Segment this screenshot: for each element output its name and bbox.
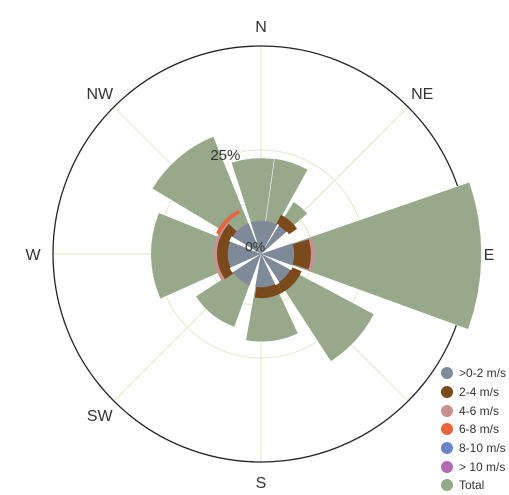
total-sector	[151, 136, 262, 255]
direction-label: E	[484, 247, 495, 264]
direction-label: SW	[87, 408, 114, 425]
speed-band	[213, 221, 229, 282]
sector-gap	[261, 224, 280, 254]
legend-item-8-10[interactable]: 8-10 m/s	[441, 439, 506, 458]
direction-label: NW	[86, 86, 114, 103]
inner-core	[227, 220, 295, 288]
speed-band	[292, 239, 311, 270]
legend-item-0-2[interactable]: >0-2 m/s	[441, 364, 506, 383]
legend-marker	[441, 423, 453, 436]
speed-band	[276, 266, 302, 293]
legend-item-4-6[interactable]: 4-6 m/s	[441, 401, 506, 420]
legend-item-2-4[interactable]: 2-4 m/s	[441, 383, 506, 402]
legend-marker	[441, 367, 453, 380]
sector-gap	[261, 231, 294, 254]
radial-axis-title: Frequency	[262, 92, 279, 163]
speed-band	[275, 214, 298, 236]
legend-item-gt-10[interactable]: > 10 m/s	[441, 457, 506, 476]
legend-marker	[441, 479, 453, 492]
legend: >0-2 m/s 2-4 m/s 4-6 m/s 6-8 m/s 8-10 m/…	[441, 364, 506, 495]
legend-label: 8-10 m/s	[459, 441, 506, 456]
sector-gap	[229, 236, 261, 254]
tick-label: 25%	[210, 147, 240, 164]
legend-label: >0-2 m/s	[459, 366, 507, 381]
total-sector	[260, 181, 482, 330]
legend-marker	[441, 386, 453, 399]
speed-band	[216, 209, 241, 235]
direction-label: S	[256, 475, 267, 492]
speed-band	[254, 282, 283, 299]
sector-gap	[261, 254, 294, 271]
speed-band	[308, 238, 315, 271]
legend-label: > 10 m/s	[459, 459, 506, 474]
legend-item-6-8[interactable]: 6-8 m/s	[441, 420, 506, 439]
total-sectors	[150, 136, 482, 362]
sector-gap	[261, 254, 280, 286]
legend-item-total[interactable]: Total	[441, 476, 506, 495]
sector-gap	[249, 254, 261, 288]
direction-labels: N NE E S SW W NW	[25, 19, 494, 492]
direction-label: W	[25, 247, 41, 264]
sector-gap	[229, 254, 261, 273]
tick-label: 0%	[245, 239, 265, 255]
legend-label: Total	[459, 478, 485, 493]
total-sector	[150, 212, 262, 300]
radial-axis-labels: 0% 25% Frequency	[210, 92, 279, 255]
direction-label: N	[255, 19, 267, 36]
direction-label: NE	[411, 86, 433, 103]
legend-marker	[441, 404, 453, 417]
sector-gap	[248, 221, 261, 254]
legend-marker	[441, 442, 453, 455]
legend-label: 2-4 m/s	[459, 385, 500, 400]
speed-rings	[213, 209, 315, 299]
legend-label: 4-6 m/s	[459, 403, 500, 418]
legend-label: 6-8 m/s	[459, 422, 500, 437]
legend-marker	[441, 460, 453, 473]
